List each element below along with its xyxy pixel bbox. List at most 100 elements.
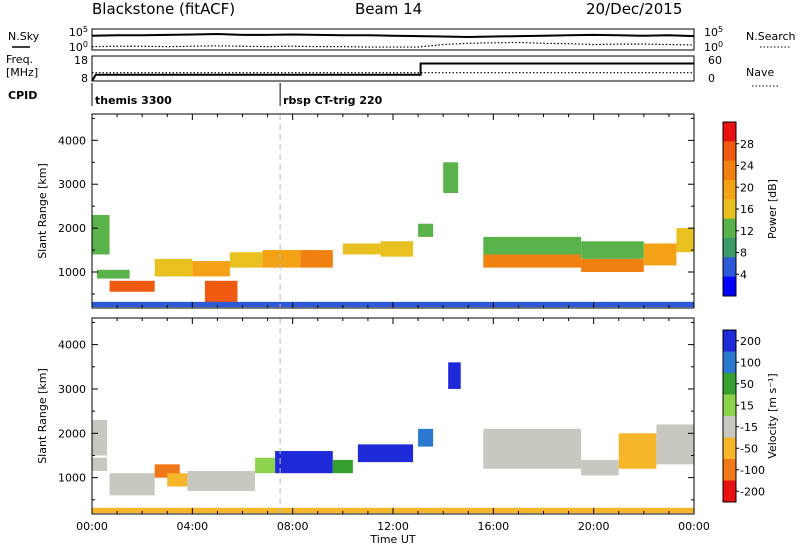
power-band [342, 243, 381, 255]
date-title: 20/Dec/2015 [586, 0, 682, 18]
velocity-xtick-label: 20:00 [578, 520, 610, 533]
freq-unit-label: [MHz] [6, 66, 38, 79]
velocity-colorbar-segment [723, 330, 736, 352]
power-band [483, 254, 582, 268]
noise-left-tick-top: 105 [69, 25, 88, 39]
velocity-xlabel: Time UT [369, 533, 415, 546]
velocity-xtick-label: 12:00 [377, 520, 409, 533]
velocity-band [357, 444, 414, 463]
velocity-colorbar-segment [723, 373, 736, 395]
frequency-panel: 18 8 60 0 [74, 54, 722, 85]
station-title: Blackstone (fitACF) [92, 0, 235, 18]
velocity-colorbar-label: 100 [740, 356, 761, 369]
noise-left-tick-bottom: 100 [69, 40, 88, 54]
velocity-band [92, 419, 108, 456]
velocity-colorbar-label: 50 [740, 378, 754, 391]
velocity-colorbar-label: -15 [740, 421, 758, 434]
frequency-tick-bottom: 8 [81, 72, 88, 85]
nsky-label: N.Sky [8, 30, 40, 43]
velocity-ytick-label: 3000 [58, 383, 86, 396]
power-band [483, 236, 582, 255]
velocity-xtick-label: 00:00 [678, 520, 710, 533]
velocity-band [332, 459, 353, 474]
power-ytick-label: 1000 [58, 266, 86, 279]
power-colorbar-segment [723, 141, 736, 162]
noise-series-nsky [91, 33, 695, 38]
velocity-band [581, 459, 619, 476]
velocity-band [109, 473, 155, 496]
power-panel: 1000 2000 3000 4000 Slant Range [km] 4 8 12 16 20… [36, 113, 779, 309]
power-band [581, 258, 644, 273]
velocity-colorbar-label: 15 [740, 399, 754, 412]
power-colorbar-segment [723, 180, 736, 200]
frequency-series [91, 62, 694, 82]
power-band [204, 280, 238, 303]
power-band [109, 280, 155, 292]
cpid-entry-label: themis 3300 [95, 94, 172, 107]
power-colorbar-segment [723, 238, 736, 258]
velocity-colorbar-segment [723, 351, 736, 374]
power-colorbar-segment [723, 276, 736, 297]
freq-label: Freq. [6, 53, 33, 66]
velocity-colorbar-segment [723, 394, 736, 417]
power-colorbar-label: 20 [740, 181, 754, 194]
frequency-tick-top: 18 [74, 54, 88, 67]
power-band [229, 252, 263, 268]
power-colorbar-segment [723, 160, 736, 181]
power-band [300, 250, 333, 268]
frequency-frame [91, 55, 695, 82]
nsearch-label: N.Search [746, 30, 796, 43]
noise-right-tick-top: 105 [704, 25, 723, 39]
velocity-colorbar-title: Velocity [m s⁻¹] [766, 373, 779, 458]
velocity-ytick-label: 1000 [58, 472, 86, 485]
power-band [97, 269, 130, 279]
velocity-xtick-label: 16:00 [477, 520, 509, 533]
velocity-band [187, 470, 256, 491]
power-band [676, 228, 694, 253]
power-band [418, 223, 434, 237]
velocity-xtick-label: 04:00 [176, 520, 208, 533]
velocity-band [656, 424, 694, 465]
velocity-ytick-label: 2000 [58, 427, 86, 440]
velocity-colorbar-segment [723, 480, 736, 503]
power-colorbar-segment [723, 257, 736, 278]
power-band [643, 243, 677, 266]
velocity-band [448, 362, 461, 389]
velocity-colorbar-label: -200 [740, 485, 765, 498]
cpid-label: CPID [8, 89, 37, 102]
power-colorbar-segment [723, 122, 736, 142]
power-band [262, 250, 301, 268]
power-ytick-label: 4000 [58, 134, 86, 147]
cpid-panel: themis 3300 rbsp CT-trig 220 [91, 83, 383, 107]
velocity-colorbar-segment [723, 459, 736, 481]
velocity-band [92, 457, 108, 471]
power-colorbar-segment [723, 199, 736, 220]
power-colorbar-segment [723, 218, 736, 239]
velocity-xtick-label: 00:00 [76, 520, 108, 533]
power-band [380, 241, 414, 257]
nave-label: Nave [746, 66, 774, 79]
nave-tick-bottom: 0 [708, 72, 715, 85]
cpid-entry-label: rbsp CT-trig 220 [283, 94, 383, 107]
power-band [154, 258, 193, 277]
power-band [92, 214, 110, 255]
velocity-ylabel: Slant Range [km] [36, 368, 49, 464]
power-ytick-label: 2000 [58, 222, 86, 235]
power-ylabel: Slant Range [km] [36, 163, 49, 259]
velocity-band [418, 428, 434, 447]
noise-right-tick-bottom: 100 [704, 40, 723, 54]
power-colorbar-label: 4 [740, 268, 747, 281]
velocity-colorbar-label: -50 [740, 442, 758, 455]
power-ytick-label: 3000 [58, 178, 86, 191]
power-panel-plot-area [92, 114, 694, 308]
beam-title: Beam 14 [355, 0, 422, 18]
power-band [581, 241, 644, 259]
velocity-band [275, 451, 333, 474]
nave-tick-top: 60 [708, 54, 722, 67]
power-colorbar-label: 24 [740, 160, 754, 173]
power-colorbar-label: 16 [740, 203, 754, 216]
power-band [443, 162, 459, 194]
power-colorbar-label: 28 [740, 138, 754, 151]
